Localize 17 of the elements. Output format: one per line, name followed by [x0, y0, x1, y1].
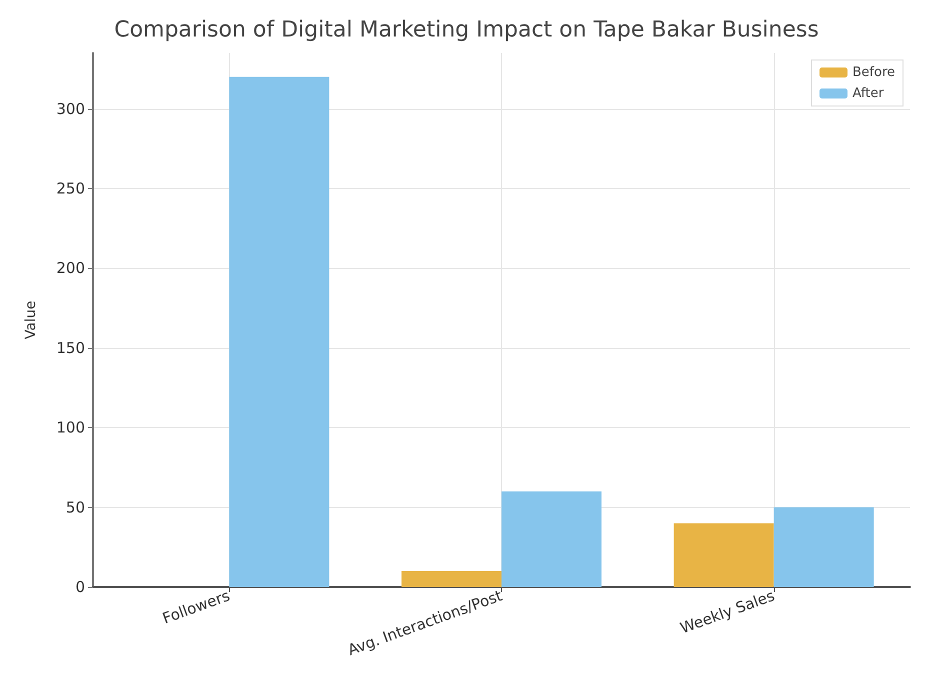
bar	[229, 76, 330, 587]
y-tick-label: 0	[75, 578, 85, 596]
y-tick-label: 200	[56, 259, 85, 278]
y-tick-label: 150	[56, 338, 85, 357]
legend-label: After	[852, 86, 884, 101]
y-tick-label: 50	[66, 498, 85, 516]
bar	[402, 571, 502, 587]
bar	[674, 523, 774, 587]
y-axis-title: Value	[23, 300, 39, 340]
x-tick-label: Weekly Sales	[678, 586, 778, 638]
chart-title: Comparison of Digital Marketing Impact on Tape Bakar Business	[114, 18, 819, 42]
bar	[502, 491, 602, 587]
legend-label: Before	[852, 65, 896, 80]
y-tick-label: 100	[56, 418, 85, 437]
y-tick-label: 250	[56, 179, 85, 198]
y-tick-label: 300	[56, 100, 85, 118]
bar	[774, 507, 874, 587]
